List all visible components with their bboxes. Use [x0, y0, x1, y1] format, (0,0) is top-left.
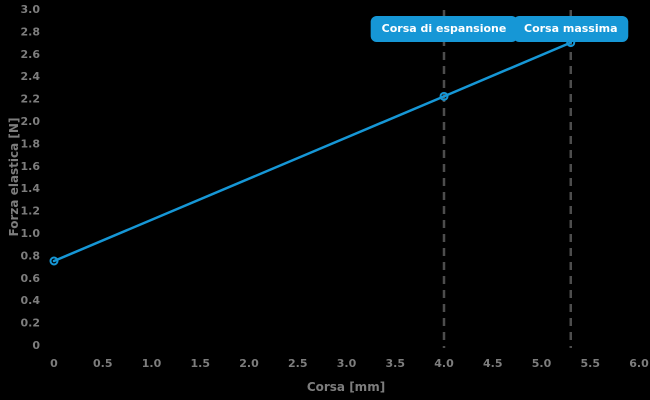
y-tick-label: 1.4 [21, 182, 41, 195]
x-tick-label: 1.0 [142, 357, 162, 370]
x-tick-label: 3.5 [386, 357, 406, 370]
x-tick-label: 5.5 [581, 357, 601, 370]
y-tick-label: 2.6 [21, 48, 41, 61]
y-tick-label: 0 [32, 339, 40, 352]
y-tick-label: 0.4 [21, 294, 41, 307]
y-tick-label: 1.6 [21, 160, 41, 173]
x-tick-label: 2.5 [288, 357, 308, 370]
y-tick-label: 3.0 [21, 3, 41, 16]
annotation-badge-corsa-massima: Corsa massima [513, 16, 629, 42]
x-tick-label: 4.0 [434, 357, 454, 370]
y-tick-label: 2.0 [21, 115, 41, 128]
x-tick-label: 0 [50, 357, 58, 370]
x-tick-label: 0.5 [93, 357, 113, 370]
x-tick-label: 2.0 [239, 357, 259, 370]
x-axis-title: Corsa [mm] [306, 380, 386, 394]
data-point-marker [439, 91, 449, 101]
y-tick-label: 2.4 [21, 70, 41, 83]
x-tick-label: 1.5 [191, 357, 211, 370]
annotation-badge-corsa-di-espansione: Corsa di espansione [370, 16, 518, 42]
y-tick-label: 0.2 [21, 317, 41, 330]
y-axis-title: Forza elastica [N] [7, 117, 21, 237]
y-tick-label: 1.2 [21, 205, 41, 218]
y-tick-label: 0.8 [21, 249, 41, 262]
y-tick-label: 1.0 [21, 227, 41, 240]
x-tick-label: 4.5 [483, 357, 503, 370]
x-tick-label: 3.0 [337, 357, 357, 370]
data-point-marker [49, 256, 59, 266]
series-line [52, 41, 572, 263]
y-tick-label: 2.2 [21, 93, 41, 106]
y-tick-label: 0.6 [21, 272, 41, 285]
x-tick-label: 6.0 [629, 357, 649, 370]
x-tick-label: 5.0 [532, 357, 552, 370]
y-tick-label: 1.8 [21, 137, 41, 150]
y-tick-label: 2.8 [21, 25, 41, 38]
